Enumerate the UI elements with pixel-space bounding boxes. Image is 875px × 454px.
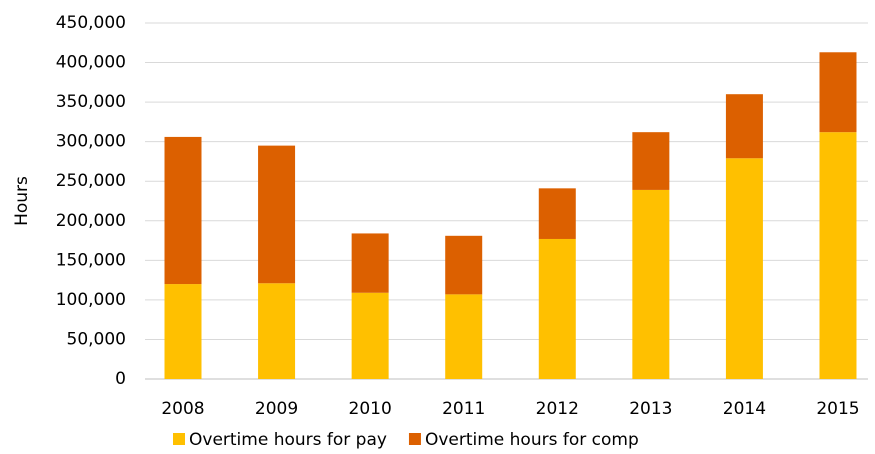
y-tick-label: 250,000	[56, 171, 126, 191]
bar-segment	[725, 158, 763, 379]
y-tick-label: 300,000	[56, 132, 126, 152]
bar-segment	[632, 189, 670, 379]
legend-swatch	[408, 433, 421, 445]
bar-segment	[819, 132, 857, 379]
y-tick-label: 100,000	[56, 290, 126, 310]
bar-segment	[632, 132, 670, 190]
x-tick-label: 2010	[349, 399, 392, 419]
x-tick-label: 2015	[816, 399, 859, 419]
bar-segment	[538, 188, 576, 239]
x-tick-label: 2012	[536, 399, 579, 419]
x-tick-label: 2008	[161, 399, 204, 419]
legend-label: Overtime hours for pay	[189, 430, 387, 450]
legend-label: Overtime hours for comp	[425, 430, 639, 450]
y-tick-label: 50,000	[67, 329, 126, 349]
bar-segment	[445, 294, 483, 379]
x-tick-label: 2009	[255, 399, 298, 419]
bar-segment	[445, 235, 483, 295]
y-tick-label: 150,000	[56, 250, 126, 270]
y-tick-label: 200,000	[56, 211, 126, 231]
bar-segment	[351, 233, 389, 293]
bar-segment	[819, 52, 857, 133]
x-tick-label: 2013	[629, 399, 672, 419]
bar-segment	[258, 145, 296, 284]
y-tick-label: 0	[115, 369, 126, 389]
y-axis-label: Hours	[12, 176, 32, 226]
y-tick-label: 400,000	[56, 53, 126, 73]
bar-segment	[164, 136, 202, 285]
bar-segment	[164, 284, 202, 379]
bar-segment	[351, 292, 389, 379]
bar-segment	[538, 238, 576, 379]
x-tick-label: 2014	[723, 399, 766, 419]
legend-swatch	[173, 433, 185, 445]
bar-segment	[258, 283, 296, 379]
bar-segment	[725, 94, 763, 159]
x-tick-label: 2011	[442, 399, 485, 419]
y-tick-label: 350,000	[56, 92, 126, 112]
y-tick-label: 450,000	[56, 13, 126, 33]
